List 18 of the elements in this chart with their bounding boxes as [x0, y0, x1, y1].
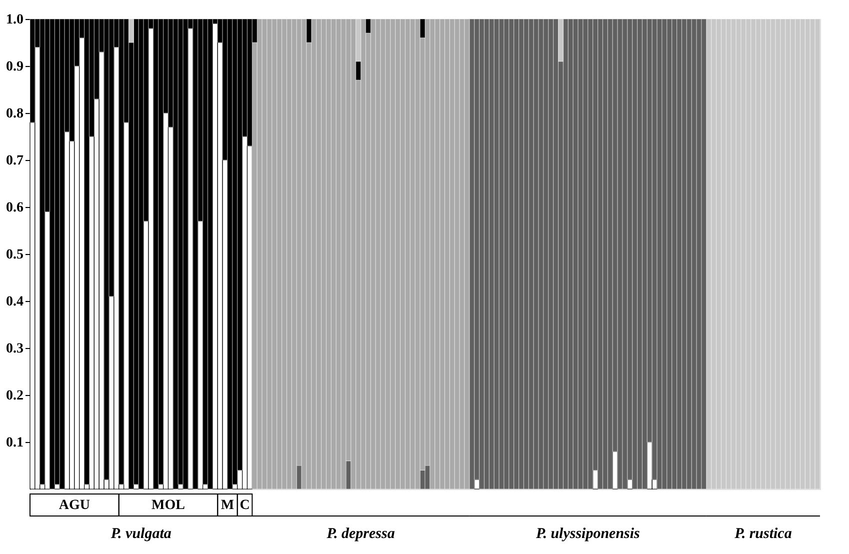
text: P. vulgata [110, 526, 172, 542]
text: P. rustica [734, 526, 792, 542]
y-tick-label: 0.4 [6, 294, 24, 310]
y-tick-label: 0.7 [6, 154, 24, 168]
y-tick-label: 1.0 [6, 12, 24, 28]
text: P. depressa [326, 526, 396, 542]
y-tick-label: 0.2 [6, 388, 24, 404]
y-tick-label: 0.9 [6, 60, 24, 74]
text: M [220, 498, 234, 513]
text: MOL [152, 498, 185, 513]
text: AGU [58, 498, 90, 513]
y-tick-label: 0.8 [6, 106, 24, 122]
y-tick-label: 0.1 [6, 436, 24, 450]
text: C [240, 498, 250, 513]
y-tick-label: 0.5 [6, 248, 24, 262]
text: P. ulyssiponensis [536, 526, 640, 542]
y-tick-label: 0.3 [6, 342, 24, 356]
y-tick-label: 0.6 [6, 200, 24, 216]
